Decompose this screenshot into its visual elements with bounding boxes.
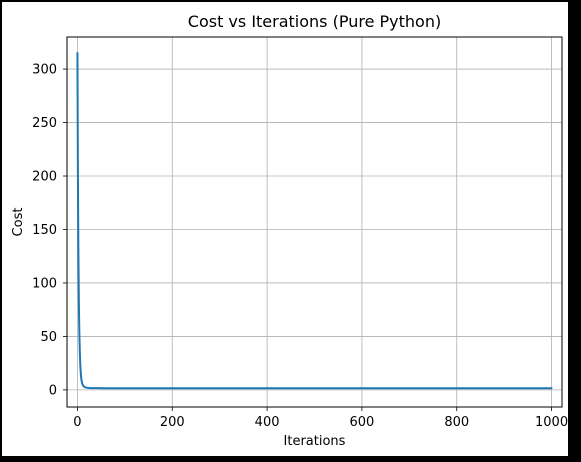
y-tick-label: 250 — [32, 116, 57, 131]
x-tick-label: 800 — [444, 415, 469, 430]
grid-lines — [67, 37, 562, 407]
y-tick-label: 200 — [32, 170, 57, 185]
y-tick-label: 300 — [32, 63, 57, 78]
y-tick-label: 0 — [49, 383, 57, 398]
x-tick-label: 1000 — [535, 415, 568, 430]
y-axis-label: Cost — [11, 208, 26, 237]
x-tick-label: 600 — [349, 415, 374, 430]
y-tick-label: 50 — [40, 330, 57, 345]
y-tick-label: 150 — [32, 223, 57, 238]
plot-frame — [66, 36, 563, 408]
y-tick-label: 100 — [32, 276, 57, 291]
cost-series-line — [76, 52, 553, 390]
x-tick-label: 200 — [160, 415, 185, 430]
series-lines — [76, 52, 553, 390]
y-axis-ticks: 0 50 100 150 200 250 300 — [32, 63, 67, 398]
x-axis-ticks: 0 200 400 600 800 1000 — [73, 407, 568, 430]
x-tick-label: 0 — [73, 415, 81, 430]
x-axis-label: Iterations — [284, 434, 346, 449]
x-tick-label: 400 — [255, 415, 280, 430]
plot-area — [67, 37, 562, 407]
chart-title: Cost vs Iterations (Pure Python) — [188, 12, 441, 31]
